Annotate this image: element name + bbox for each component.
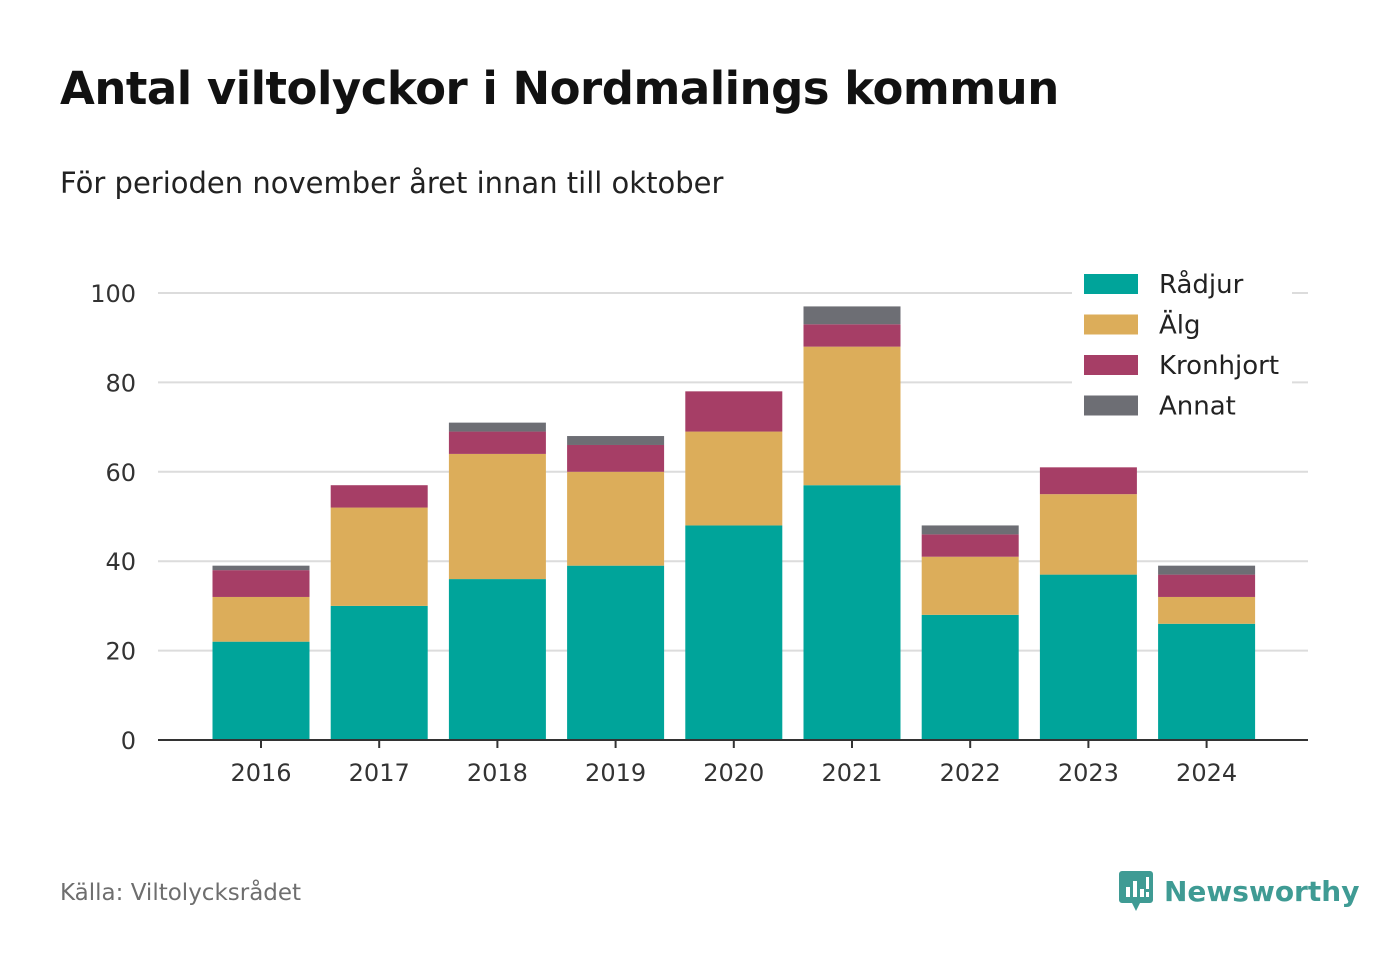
y-tick-label: 40 — [105, 548, 136, 576]
bar-segment — [212, 570, 310, 597]
bar-segment — [212, 641, 310, 740]
x-axis-ticks: 2016 2017 2018 2019 2020 2021 2022 2023 2024 — [230, 740, 1237, 787]
source-note: Källa: Viltolycksrådet — [60, 880, 302, 906]
x-tick-label: 2022 — [940, 759, 1001, 787]
legend-label: Älg — [1159, 309, 1201, 341]
bar-segment — [448, 422, 546, 432]
bar-segment — [1158, 596, 1256, 624]
bar-segment — [921, 614, 1019, 740]
newsworthy-logo-icon — [1119, 871, 1153, 911]
bar-segment — [567, 436, 665, 445]
bar-segment — [1039, 467, 1137, 495]
bar-segment — [803, 306, 901, 325]
bar-segment — [1039, 574, 1137, 740]
bar-segment — [1039, 494, 1137, 575]
x-tick-label: 2020 — [703, 759, 764, 787]
bar-segment — [685, 391, 783, 432]
chart-subtitle: För perioden november året innan till ok… — [60, 166, 724, 200]
bar-segment — [803, 485, 901, 740]
x-tick-label: 2021 — [821, 759, 882, 787]
bars — [212, 306, 1256, 740]
bar-segment — [803, 324, 901, 347]
y-tick-label: 0 — [121, 727, 136, 755]
y-tick-label: 80 — [105, 369, 136, 397]
chart-title: Antal viltolyckor i Nordmalings kommun — [60, 62, 1059, 115]
bar-segment — [567, 444, 665, 472]
x-tick-label: 2024 — [1176, 759, 1237, 787]
bar-segment — [1158, 574, 1256, 597]
bar-segment — [685, 525, 783, 740]
bar-segment — [803, 346, 901, 486]
bar-segment — [567, 471, 665, 566]
bar-segment — [448, 579, 546, 740]
legend-swatch — [1084, 274, 1138, 294]
legend-label: Annat — [1159, 392, 1236, 422]
y-axis-ticks: 0 20 40 60 80 100 — [90, 280, 136, 755]
y-tick-label: 60 — [105, 459, 136, 487]
bar-segment — [330, 605, 428, 740]
legend: Rådjur Älg Kronhjort Annat — [1072, 262, 1292, 432]
bar-segment — [1158, 623, 1256, 740]
bar-segment — [330, 485, 428, 508]
x-tick-label: 2018 — [467, 759, 528, 787]
legend-swatch — [1084, 314, 1138, 335]
bar-segment — [921, 525, 1019, 535]
bar-segment — [921, 534, 1019, 557]
brand-name: Newsworthy — [1164, 874, 1360, 908]
bar-segment — [1158, 565, 1256, 575]
legend-label: Kronhjort — [1159, 351, 1279, 381]
y-tick-label: 100 — [90, 280, 136, 308]
x-tick-label: 2016 — [230, 759, 291, 787]
bar-segment — [567, 565, 665, 740]
x-tick-label: 2017 — [349, 759, 410, 787]
legend-swatch — [1084, 355, 1138, 375]
x-tick-label: 2019 — [585, 759, 646, 787]
y-tick-label: 20 — [105, 638, 136, 666]
bar-segment — [212, 565, 310, 571]
bar-segment — [448, 431, 546, 454]
bar-segment — [212, 596, 310, 642]
bar-segment — [448, 453, 546, 580]
x-tick-label: 2023 — [1058, 759, 1119, 787]
bar-segment — [685, 431, 783, 526]
bar-segment — [921, 556, 1019, 615]
legend-label: Rådjur — [1159, 269, 1244, 300]
legend-swatch — [1084, 395, 1138, 416]
brand-logo: Newsworthy — [1118, 868, 1359, 914]
bar-segment — [330, 507, 428, 606]
